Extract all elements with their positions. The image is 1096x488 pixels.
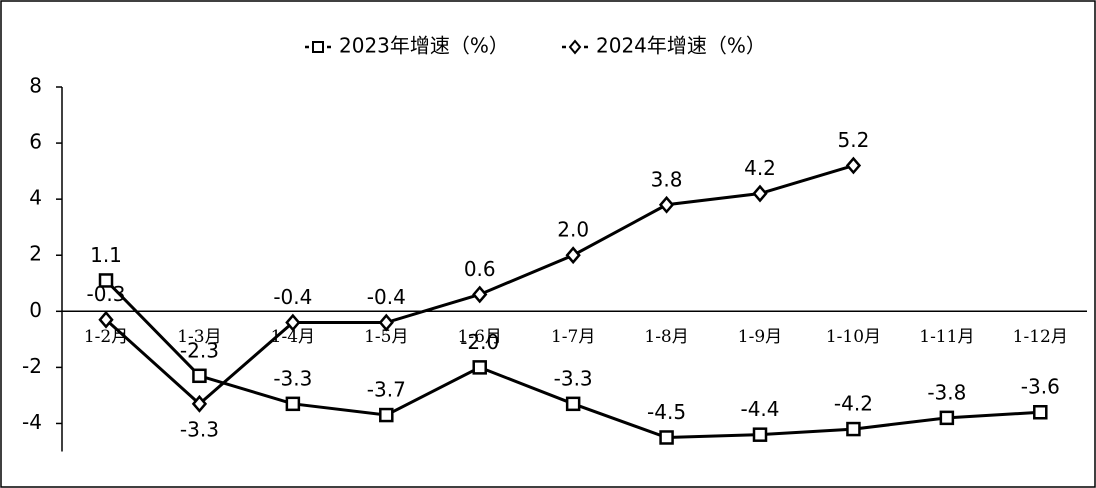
data-point: [939, 410, 955, 426]
x-tick-label: 1-3月: [177, 327, 221, 347]
y-tick-label: 2: [29, 242, 42, 266]
x-tick-label: 1-10月: [826, 327, 881, 347]
data-label: -3.3: [273, 366, 312, 390]
data-point: [472, 360, 487, 375]
x-tick-label: 1-7月: [551, 327, 595, 347]
data-point: [379, 407, 394, 423]
data-point: [752, 184, 768, 203]
data-label: -2.0: [460, 330, 499, 354]
y-tick-label: -4: [22, 410, 42, 434]
data-point: [845, 156, 862, 175]
data-point: [1033, 404, 1048, 420]
data-point: [752, 427, 768, 442]
data-label: -3.3: [554, 366, 593, 390]
x-tick-label: 1-11月: [919, 327, 974, 347]
legend-label: 2024年增速（%）: [596, 34, 766, 58]
x-tick-label: 1-2月: [84, 327, 128, 347]
data-point: [659, 430, 674, 445]
data-point: [192, 368, 207, 384]
data-label: -4.2: [834, 392, 873, 416]
legend-marker: [312, 41, 324, 53]
data-point: [565, 396, 581, 412]
data-point: [846, 421, 861, 437]
data-label: 1.1: [90, 243, 122, 267]
data-label: -3.8: [927, 380, 966, 404]
y-tick-label: -2: [22, 354, 42, 378]
x-tick-label: 1-12月: [1013, 327, 1068, 347]
data-point: [191, 394, 208, 413]
y-tick-label: 0: [29, 298, 42, 322]
x-tick-label: 1-8月: [644, 327, 688, 347]
data-point: [98, 273, 114, 288]
data-point: [378, 313, 394, 332]
data-label: -4.4: [740, 397, 779, 421]
data-label: 0.6: [464, 257, 496, 281]
data-label: -3.7: [367, 378, 406, 402]
x-tick-label: 1-5月: [364, 327, 408, 347]
data-label: -3.6: [1021, 375, 1060, 399]
data-point: [285, 396, 301, 412]
data-label: 5.2: [838, 128, 870, 152]
data-label: -2.3: [180, 338, 219, 362]
y-tick-label: 4: [29, 186, 42, 210]
data-point: [285, 313, 301, 332]
x-tick-label: 1-9月: [738, 327, 782, 347]
data-label: -0.4: [273, 285, 312, 309]
data-point: [658, 195, 675, 214]
legend-marker: [568, 39, 582, 55]
data-label: 3.8: [651, 167, 683, 191]
x-tick-label: 1-6月: [458, 327, 502, 347]
data-label: 4.2: [744, 156, 776, 180]
data-point: [565, 246, 581, 265]
y-tick-label: 8: [29, 74, 42, 98]
data-label: -3.3: [180, 417, 219, 441]
data-label: 2.0: [557, 218, 589, 242]
data-point: [472, 285, 488, 304]
y-tick-label: 6: [29, 130, 42, 154]
data-label: -4.5: [647, 400, 686, 424]
legend-label: 2023年增速（%）: [339, 34, 509, 58]
data-label: -0.4: [367, 285, 406, 309]
data-point: [98, 310, 114, 329]
data-label: -0.3: [86, 282, 125, 306]
